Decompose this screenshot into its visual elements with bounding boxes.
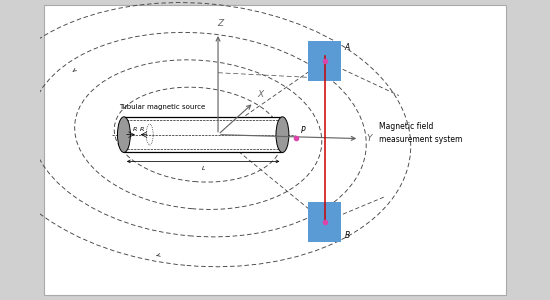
Text: Magnetic field
measurement system: Magnetic field measurement system	[379, 122, 463, 144]
Text: A: A	[345, 43, 350, 52]
Text: R: R	[133, 127, 137, 132]
Text: X: X	[257, 90, 264, 99]
Text: Z: Z	[217, 19, 223, 28]
FancyBboxPatch shape	[309, 202, 340, 242]
Ellipse shape	[118, 117, 130, 152]
FancyBboxPatch shape	[43, 5, 507, 295]
FancyBboxPatch shape	[309, 40, 340, 81]
FancyBboxPatch shape	[124, 117, 283, 152]
Text: Tubular magnetic source: Tubular magnetic source	[119, 104, 205, 110]
Ellipse shape	[276, 117, 289, 152]
Text: Y: Y	[367, 134, 372, 143]
Text: B: B	[345, 231, 350, 240]
Text: R: R	[140, 127, 144, 132]
Text: L: L	[201, 166, 205, 171]
Text: P: P	[301, 126, 306, 135]
